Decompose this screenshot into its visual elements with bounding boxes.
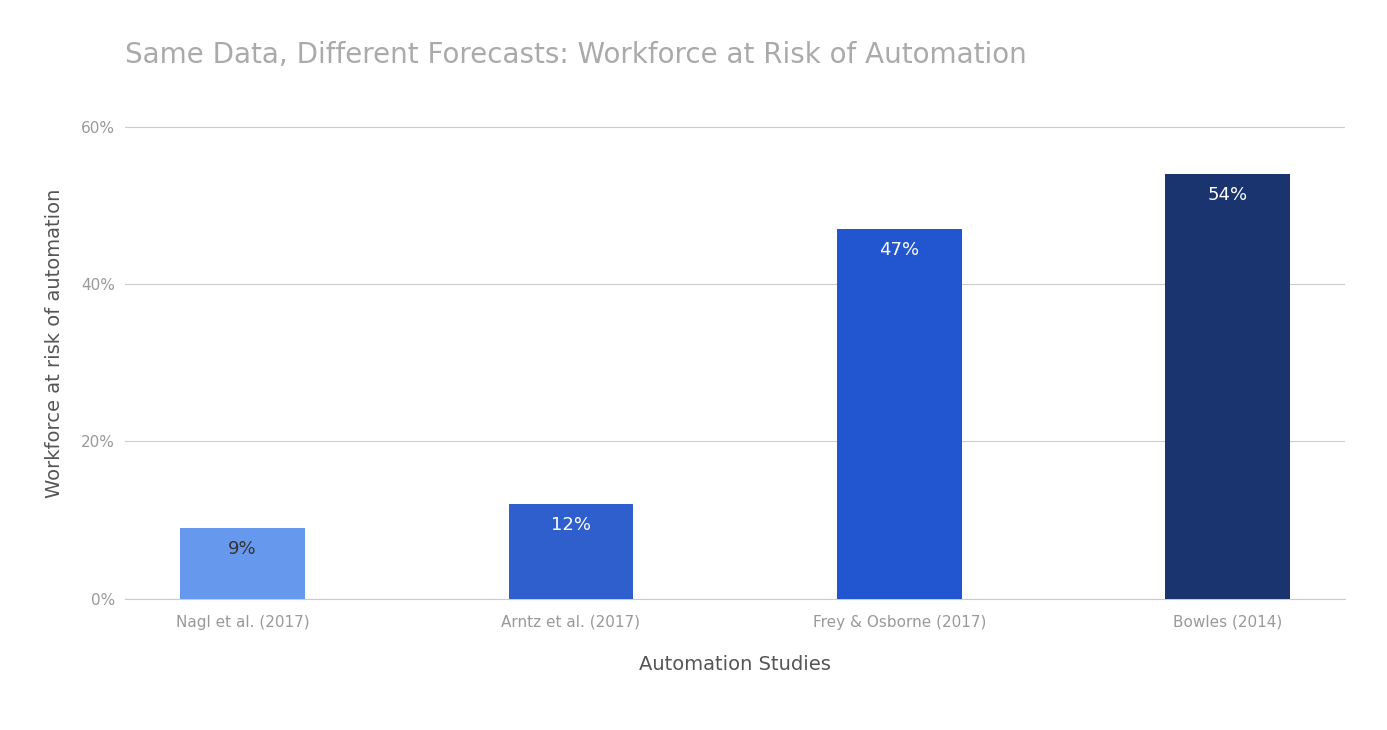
Bar	[1165, 174, 1290, 599]
Y-axis label: Workforce at risk of automation: Workforce at risk of automation	[46, 188, 64, 498]
Bar	[836, 229, 961, 599]
Bar	[180, 528, 305, 599]
X-axis label: Automation Studies: Automation Studies	[639, 655, 831, 674]
Text: 54%: 54%	[1208, 186, 1247, 204]
Text: Same Data, Different Forecasts: Workforce at Risk of Automation: Same Data, Different Forecasts: Workforc…	[125, 41, 1026, 69]
Bar	[509, 504, 634, 599]
Text: 47%: 47%	[879, 241, 920, 259]
Text: 9%: 9%	[229, 539, 257, 558]
Text: 12%: 12%	[551, 516, 591, 534]
